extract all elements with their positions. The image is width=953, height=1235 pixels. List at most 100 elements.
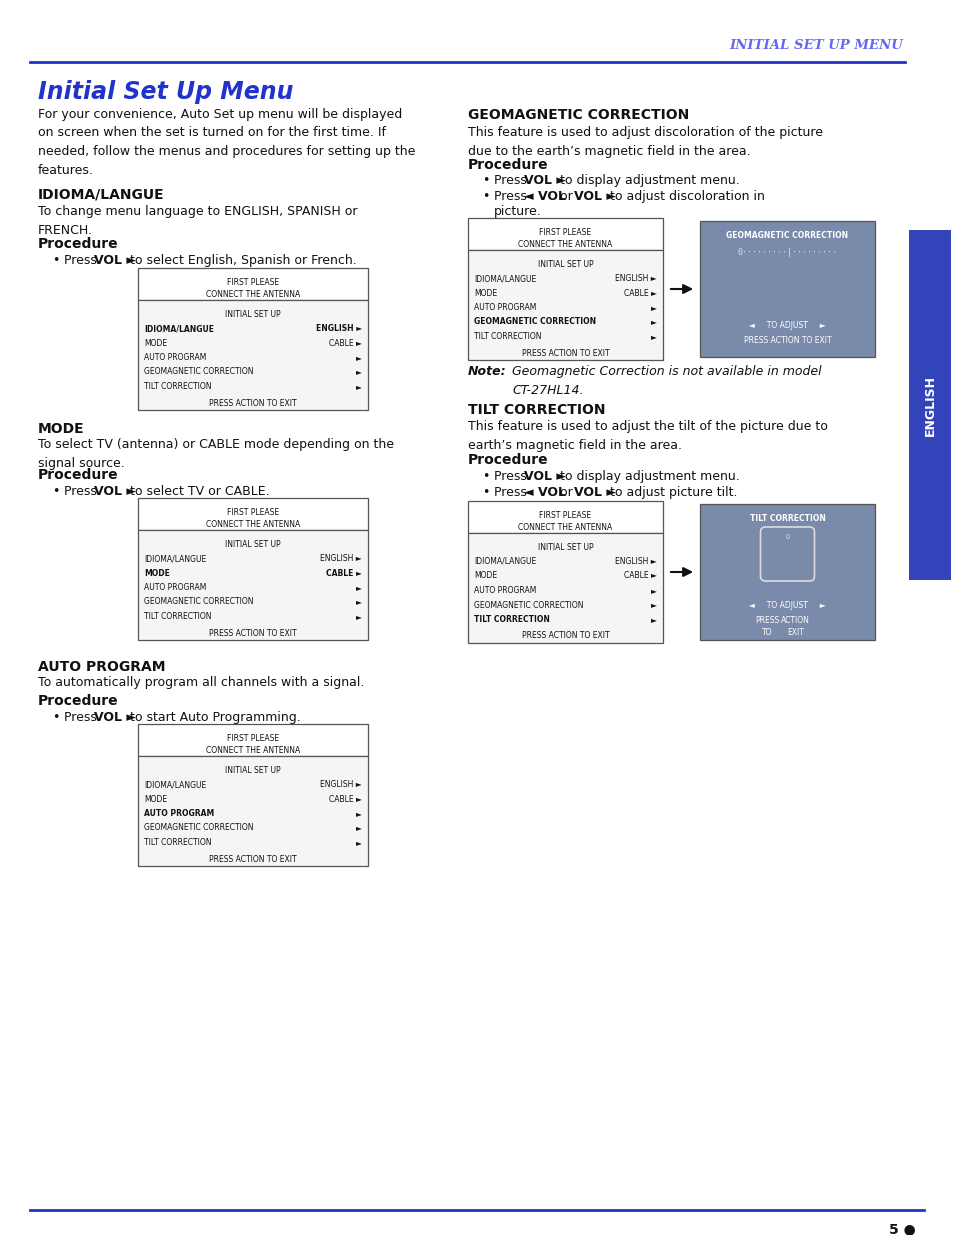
Text: PRESS ACTION TO EXIT: PRESS ACTION TO EXIT [521,348,609,357]
Text: CABLE ►: CABLE ► [326,568,361,578]
Bar [908,230,950,580]
Text: or: or [556,190,577,203]
Text: Press: Press [494,174,530,186]
Text: to adjust picture tilt.: to adjust picture tilt. [605,487,737,499]
Bar [468,534,662,643]
Text: ENGLISH ►: ENGLISH ► [320,555,361,563]
Text: IDIOMA/LANGUE: IDIOMA/LANGUE [144,324,213,333]
Text: VOL ►: VOL ► [94,711,136,724]
Text: MODE: MODE [144,568,170,578]
Text: PRESS ACTION TO EXIT: PRESS ACTION TO EXIT [743,336,830,345]
Text: Procedure: Procedure [38,468,118,482]
Text: VOL ►: VOL ► [574,487,616,499]
Text: to select TV or CABLE.: to select TV or CABLE. [126,485,270,498]
Text: ACTION: ACTION [781,616,809,625]
Text: IDIOMA/LANGUE: IDIOMA/LANGUE [474,557,536,566]
Text: TO: TO [761,629,772,637]
Text: Initial Set Up Menu: Initial Set Up Menu [38,80,294,104]
Text: GEOMAGNETIC CORRECTION: GEOMAGNETIC CORRECTION [725,231,847,240]
Text: PRESS ACTION TO EXIT: PRESS ACTION TO EXIT [209,399,296,408]
Text: CONNECT THE ANTENNA: CONNECT THE ANTENNA [517,240,612,249]
Text: ►: ► [651,600,657,610]
Text: MODE: MODE [474,572,497,580]
Bar [138,498,368,530]
Text: ►: ► [355,839,361,847]
Text: 0: 0 [784,534,789,540]
Text: GEOMAGNETIC CORRECTION: GEOMAGNETIC CORRECTION [468,107,688,122]
Text: MODE: MODE [38,422,85,436]
Bar [700,221,874,357]
Bar [700,504,874,640]
Text: MODE: MODE [474,289,497,298]
Text: Press: Press [494,190,530,203]
Text: CONNECT THE ANTENNA: CONNECT THE ANTENNA [206,520,300,529]
Text: ►: ► [355,583,361,592]
Text: AUTO PROGRAM: AUTO PROGRAM [474,585,536,595]
Text: TILT CORRECTION: TILT CORRECTION [144,382,212,391]
Text: This feature is used to adjust the tilt of the picture due to
earth’s magnetic f: This feature is used to adjust the tilt … [468,420,827,452]
Text: ►: ► [355,598,361,606]
Text: CABLE ►: CABLE ► [329,338,361,347]
Text: to start Auto Programming.: to start Auto Programming. [126,711,300,724]
Text: TILT CORRECTION: TILT CORRECTION [749,514,824,522]
Text: to display adjustment menu.: to display adjustment menu. [556,471,739,483]
Bar [468,249,662,359]
Text: ◄ VOL: ◄ VOL [523,190,565,203]
Text: ►: ► [651,615,657,624]
Text: AUTO PROGRAM: AUTO PROGRAM [144,809,214,818]
Text: ►: ► [355,613,361,621]
Text: to display adjustment menu.: to display adjustment menu. [556,174,739,186]
Text: IDIOMA/LANGUE: IDIOMA/LANGUE [474,274,536,283]
Text: Geomagnetic Correction is not available in model
CT-27HL14.: Geomagnetic Correction is not available … [512,366,821,396]
Text: ►: ► [355,353,361,362]
Text: CONNECT THE ANTENNA: CONNECT THE ANTENNA [206,746,300,755]
Text: FIRST PLEASE: FIRST PLEASE [227,508,279,517]
Text: Press: Press [494,487,530,499]
Text: Press: Press [64,485,101,498]
Text: TILT CORRECTION: TILT CORRECTION [144,613,212,621]
Text: INITIAL SET UP: INITIAL SET UP [225,540,280,550]
Text: ►: ► [355,382,361,391]
Text: ►: ► [355,368,361,377]
Text: TILT CORRECTION: TILT CORRECTION [474,332,541,341]
Text: Procedure: Procedure [468,453,548,467]
Text: This feature is used to adjust discoloration of the picture
due to the earth’s m: This feature is used to adjust discolora… [468,126,822,158]
Text: GEOMAGNETIC CORRECTION: GEOMAGNETIC CORRECTION [144,598,253,606]
Text: For your convenience, Auto Set up menu will be displayed
on screen when the set : For your convenience, Auto Set up menu w… [38,107,415,177]
Text: CONNECT THE ANTENNA: CONNECT THE ANTENNA [517,522,612,532]
Text: To select TV (antenna) or CABLE mode depending on the
signal source.: To select TV (antenna) or CABLE mode dep… [38,438,394,469]
Text: FIRST PLEASE: FIRST PLEASE [227,278,279,287]
Text: ENGLISH ►: ENGLISH ► [615,274,657,283]
Text: ►: ► [651,303,657,312]
Text: •: • [481,471,489,483]
Text: •: • [481,174,489,186]
Text: GEOMAGNETIC CORRECTION: GEOMAGNETIC CORRECTION [474,317,596,326]
Text: IDIOMA/LANGUE: IDIOMA/LANGUE [144,555,206,563]
Text: ◄ VOL: ◄ VOL [523,487,565,499]
Text: to adjust discoloration in: to adjust discoloration in [605,190,764,203]
Text: FIRST PLEASE: FIRST PLEASE [538,511,591,520]
Text: CABLE ►: CABLE ► [623,289,657,298]
Text: EXIT: EXIT [786,629,803,637]
Text: AUTO PROGRAM: AUTO PROGRAM [144,353,206,362]
Text: Press: Press [64,254,101,267]
Text: TILT CORRECTION: TILT CORRECTION [474,615,549,624]
Bar [138,530,368,640]
Text: MODE: MODE [144,794,167,804]
Text: ENGLISH: ENGLISH [923,374,936,436]
Text: IDIOMA/LANGUE: IDIOMA/LANGUE [144,781,206,789]
Text: CABLE ►: CABLE ► [623,572,657,580]
Text: ◄     TO ADJUST     ►: ◄ TO ADJUST ► [748,601,825,610]
Bar [138,300,368,410]
Text: picture.: picture. [494,205,541,219]
Text: CONNECT THE ANTENNA: CONNECT THE ANTENNA [206,290,300,299]
Text: ►: ► [651,317,657,326]
Text: Note:: Note: [468,366,506,378]
Text: ENGLISH ►: ENGLISH ► [315,324,361,333]
Text: AUTO PROGRAM: AUTO PROGRAM [474,303,536,312]
Text: ►: ► [651,585,657,595]
Text: Procedure: Procedure [38,694,118,708]
Text: ►: ► [651,332,657,341]
Text: CABLE ►: CABLE ► [329,794,361,804]
Text: or: or [556,487,577,499]
